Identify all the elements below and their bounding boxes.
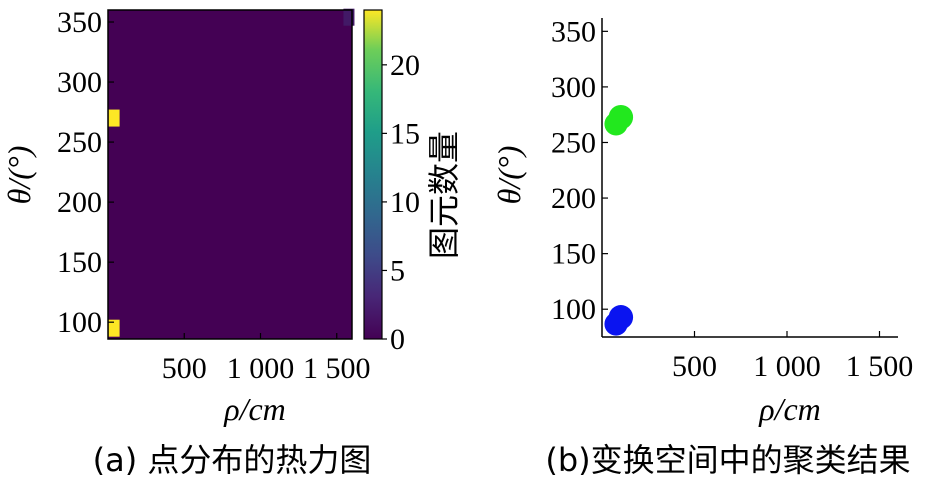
scatter-y-tick-label: 150	[551, 238, 596, 271]
colorbar-ticks: 0 5 10 15 20	[382, 49, 420, 356]
cluster-blob-part	[608, 305, 634, 330]
heatmap-y-tick-label: 150	[57, 246, 102, 279]
heatmap-frame	[107, 9, 353, 340]
heatmap-cell	[108, 319, 120, 337]
scatter-x-tick-label: 1 500	[846, 350, 914, 383]
scatter-y-tick-label: 200	[551, 182, 596, 215]
scatter-y-tick-label: 100	[551, 293, 596, 326]
heatmap-y-tick-label: 300	[57, 66, 102, 99]
scatter-y-label: θ/(°)	[491, 146, 527, 205]
heatmap-panel: 100 150 200 250 300 350 500 1 000 1 500 ρ/cm θ/…	[1, 6, 371, 427]
heatmap-y-tick-label: 200	[57, 186, 102, 219]
colorbar: 0 5 10 15 20 图元数量	[363, 9, 463, 356]
scatter-y-axis: 100 150 200 250 300 350	[551, 15, 608, 326]
heatmap-y-tick-label: 350	[57, 6, 102, 39]
heatmap-cell	[108, 109, 120, 127]
scatter-x-axis: 500 1 000 1 500	[672, 331, 913, 383]
colorbar-label: 图元数量	[425, 131, 463, 259]
heatmap-y-tick-label: 100	[57, 306, 102, 339]
scatter-x-tick-label: 500	[672, 350, 717, 383]
colorbar-tick-label: 10	[390, 186, 420, 219]
heatmap-y-label: θ/(°)	[1, 146, 37, 205]
scatter-y-tick-label: 250	[551, 126, 596, 159]
heatmap-background	[108, 10, 352, 339]
scatter-clusters	[604, 104, 634, 336]
colorbar-tick-label: 20	[390, 49, 420, 82]
colorbar-gradient	[363, 9, 383, 340]
colorbar-tick-label: 15	[390, 117, 420, 150]
scatter-x-tick-label: 1 000	[753, 350, 821, 383]
heatmap-y-tick-label: 250	[57, 126, 102, 159]
scatter-x-label: ρ/cm	[758, 391, 821, 427]
heatmap-x-tick-label: 500	[162, 352, 207, 385]
scatter-y-tick-label: 350	[551, 15, 596, 48]
caption-b: (b)变换空间中的聚类结果	[545, 441, 910, 479]
cluster-blob-part	[608, 104, 634, 130]
colorbar-tick-label: 5	[390, 254, 405, 287]
heatmap-x-tick-label: 1 500	[303, 352, 371, 385]
heatmap-x-label: ρ/cm	[223, 391, 286, 427]
heatmap-y-axis: 100 150 200 250 300 350	[57, 6, 114, 339]
caption-a: (a) 点分布的热力图	[93, 441, 372, 479]
heatmap-x-tick-label: 1 000	[227, 352, 295, 385]
heatmap-cell	[343, 8, 355, 26]
scatter-y-tick-label: 300	[551, 71, 596, 104]
heatmap-cells	[108, 8, 355, 337]
scatter-panel: 100 150 200 250 300 350 500 1 000 1 500 ρ/cm θ/…	[491, 15, 913, 427]
heatmap-x-axis: 500 1 000 1 500	[162, 333, 371, 385]
colorbar-tick-label: 0	[390, 323, 405, 356]
